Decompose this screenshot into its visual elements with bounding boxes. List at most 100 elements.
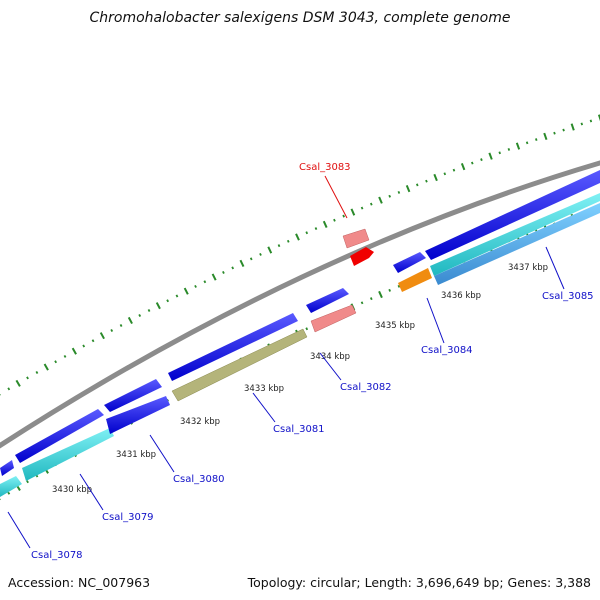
cds-arrow[interactable]: [168, 313, 298, 381]
ruler-tick: [360, 206, 364, 210]
ruler-tick: [460, 163, 466, 171]
gene-label-leader: [149, 434, 175, 473]
ruler-tick: [498, 151, 501, 155]
rna-feature-red[interactable]: [350, 247, 374, 266]
ruler-tick: [415, 183, 419, 187]
ruler-tick: [369, 297, 373, 301]
ruler-tick: [378, 290, 383, 299]
ruler-tick: [194, 284, 197, 288]
gene-label[interactable]: Csal_3085: [542, 291, 594, 302]
ruler-tick: [305, 231, 309, 235]
ruler-tick: [15, 379, 21, 387]
scale-label: 3433 kbp: [244, 384, 284, 394]
ruler-tick: [452, 168, 456, 172]
gene-label-leader: [324, 175, 348, 219]
cds-arrow[interactable]: [171, 328, 308, 402]
cds-arrow[interactable]: [106, 396, 170, 434]
ruler-tick: [26, 376, 29, 380]
cds-arrow[interactable]: [306, 288, 349, 313]
gene-label-leader: [252, 392, 276, 423]
gene-label[interactable]: Csal_3082: [340, 382, 392, 393]
cds-arrow[interactable]: [0, 460, 14, 476]
genome-stats-label: Topology: circular; Length: 3,696,649 bp…: [247, 575, 591, 590]
ruler-tick: [203, 280, 207, 284]
gene-label[interactable]: Csal_3083: [299, 162, 351, 173]
gene-label-leader: [7, 511, 31, 549]
cds-arrow[interactable]: [0, 476, 22, 497]
ruler-tick: [110, 329, 114, 333]
genome-backbone: [0, 160, 600, 449]
cds-arrow[interactable]: [434, 203, 600, 285]
ruler-tick: [570, 123, 575, 131]
gene-label[interactable]: Csal_3084: [421, 345, 473, 356]
cds-arrow[interactable]: [22, 428, 114, 481]
ruler-tick: [295, 233, 300, 241]
ruler-tick: [580, 122, 584, 126]
scale-label: 3432 kbp: [180, 417, 220, 427]
cds-arrow[interactable]: [393, 252, 426, 273]
ruler-tick: [35, 370, 39, 374]
ruler-tick: [322, 220, 328, 228]
ruler-tick: [71, 347, 77, 355]
ruler-tick: [378, 196, 383, 204]
cds-arrow[interactable]: [425, 170, 600, 260]
ruler-tick: [388, 194, 391, 198]
ruler-tick: [405, 185, 411, 193]
rna-feature-pink[interactable]: [310, 304, 357, 333]
cds-arrow[interactable]: [430, 193, 600, 276]
scale-label: 3435 kbp: [375, 321, 415, 331]
ruler-tick: [425, 179, 428, 183]
scale-label: 3430 kbp: [52, 485, 92, 495]
ruler-tick: [222, 270, 225, 274]
ruler-tick: [286, 239, 290, 243]
ruler-tick: [369, 202, 373, 206]
ruler-tick: [525, 141, 529, 145]
ruler-tick: [155, 302, 161, 310]
ruler-tick: [333, 218, 336, 222]
ruler-tick: [388, 288, 392, 292]
scale-label: 3434 kbp: [310, 352, 350, 362]
ruler-tick: [138, 313, 142, 317]
gene-label-leader: [79, 473, 104, 511]
cds-arrow[interactable]: [398, 268, 432, 292]
cds-arrow[interactable]: [15, 409, 104, 463]
ruler-tick: [26, 480, 29, 484]
ruler-tick: [350, 208, 356, 216]
scale-label: 3437 kbp: [508, 263, 548, 273]
ruler-tick: [127, 316, 133, 325]
outer-tick-ring: [0, 114, 600, 396]
ruler-tick: [397, 190, 401, 194]
ruler-tick: [589, 119, 593, 123]
ruler-tick: [562, 128, 565, 132]
gene-label-leader: [426, 297, 445, 344]
rna-feature-pink[interactable]: [342, 228, 370, 249]
ruler-tick: [7, 387, 11, 391]
ruler-tick: [99, 332, 105, 340]
forward-strand-features: [0, 170, 600, 476]
ruler-tick: [166, 299, 170, 303]
ruler-tick: [147, 309, 151, 313]
ruler-tick: [82, 344, 86, 348]
ruler-tick: [175, 294, 179, 298]
ruler-tick: [91, 339, 95, 343]
gene-label-leaders: [7, 175, 565, 549]
gene-label[interactable]: Csal_3080: [173, 474, 225, 485]
cds-arrow[interactable]: [104, 379, 162, 412]
gene-label[interactable]: Csal_3078: [31, 550, 83, 561]
ruler-tick: [54, 360, 58, 364]
ruler-tick: [433, 173, 438, 182]
ruler-tick: [553, 131, 556, 135]
gene-label[interactable]: Csal_3081: [273, 424, 325, 435]
ruler-tick: [397, 284, 401, 288]
ruler-tick: [249, 257, 253, 261]
ruler-tick: [443, 172, 447, 176]
scale-label: 3431 kbp: [116, 450, 156, 460]
ruler-tick: [342, 214, 345, 218]
gene-label[interactable]: Csal_3079: [102, 512, 154, 523]
ruler-tick: [63, 354, 67, 358]
map-title: Chromohalobacter salexigens DSM 3043, co…: [89, 10, 511, 26]
ruler-tick: [259, 252, 262, 256]
ruler-tick: [507, 147, 511, 151]
